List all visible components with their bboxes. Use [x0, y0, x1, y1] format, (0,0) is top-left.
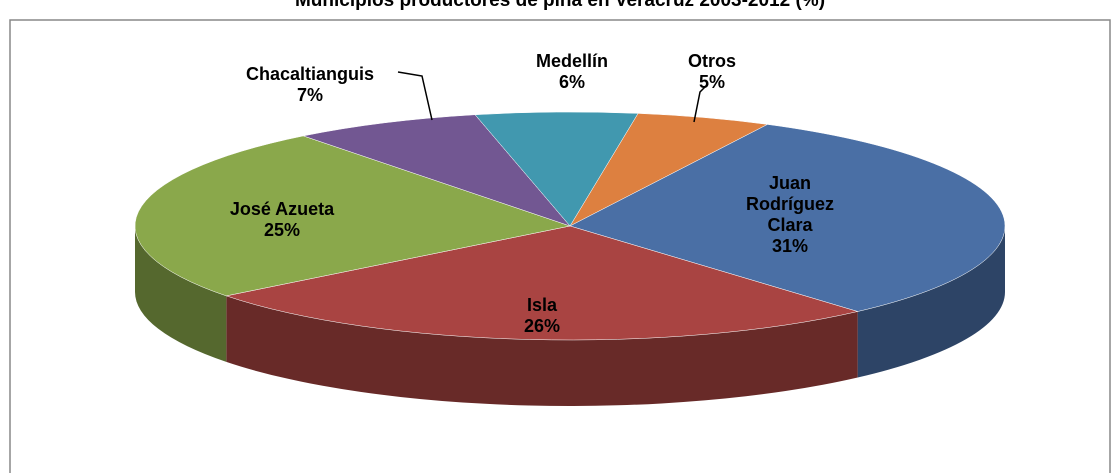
slice-name: Juan Rodríguez Clara — [746, 173, 834, 235]
slice-value: 25% — [263, 220, 301, 240]
slice — [134, 135, 571, 297]
slice-value: 31% — [771, 236, 809, 256]
slice-side — [857, 226, 1005, 378]
data-label: Medellín 6% — [462, 51, 682, 93]
slice-value: 7% — [296, 85, 323, 105]
slice — [569, 124, 1006, 312]
slice-side — [135, 226, 227, 362]
slice-name: Chacaltianguis — [245, 64, 375, 84]
chart-title: Municipios productores de piña en Veracr… — [294, 0, 826, 11]
data-label: Otros 5% — [602, 51, 822, 93]
data-label: Isla 26% — [432, 295, 652, 337]
slice — [474, 111, 639, 227]
slice-side — [226, 295, 858, 406]
slice-value: 26% — [523, 316, 561, 336]
data-label: Chacaltianguis 7% — [200, 64, 420, 106]
slice — [225, 225, 859, 341]
slice-name: José Azueta — [229, 199, 335, 219]
slice-name: Medellín — [535, 51, 608, 71]
slice-value: 6% — [558, 72, 585, 92]
slice-name: Otros — [687, 51, 736, 71]
frame — [9, 19, 1111, 473]
slice-value: 5% — [698, 72, 725, 92]
leader-line — [397, 71, 433, 121]
slice — [302, 114, 571, 227]
data-label: José Azueta 25% — [172, 199, 392, 241]
leader-line — [693, 83, 709, 123]
slice-name: Isla — [526, 295, 558, 315]
data-label: Juan Rodríguez Clara 31% — [735, 173, 845, 257]
